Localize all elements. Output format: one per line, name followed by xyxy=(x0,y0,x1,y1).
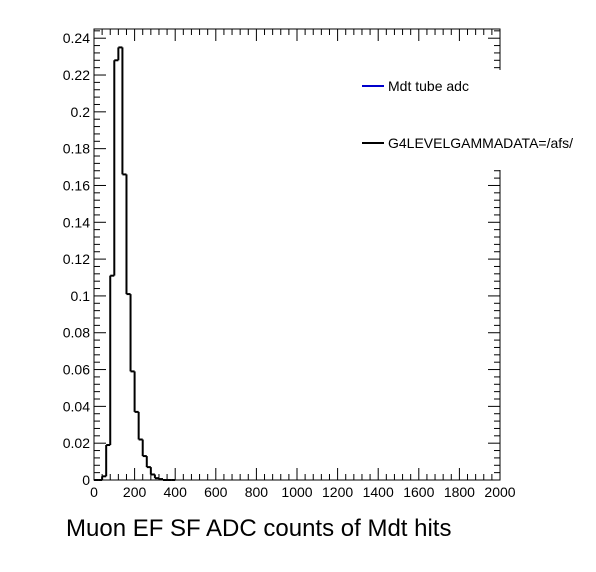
legend-label-mdt-tube-adc: Mdt tube adc xyxy=(388,78,469,94)
series-layer xyxy=(94,46,176,481)
x-tick-label: 200 xyxy=(123,484,147,500)
y-tick-label: 0.2 xyxy=(71,104,91,120)
y-tick-label: 0.22 xyxy=(63,67,90,83)
y-tick-label: 0.16 xyxy=(63,177,90,193)
x-tick-label: 0 xyxy=(90,484,98,500)
x-tick-label: 400 xyxy=(164,484,188,500)
y-axis-tick-labels: 0 0.02 0.04 0.06 0.08 0.1 0.12 0.14 0.16 0.18 0.2 0… xyxy=(63,30,90,488)
x-tick-label: 600 xyxy=(204,484,228,500)
y-tick-label: 0.24 xyxy=(63,30,90,46)
legend-box xyxy=(357,70,596,170)
y-tick-label: 0.02 xyxy=(63,435,90,451)
y-tick-label: 0.08 xyxy=(63,325,90,341)
x-tick-label: 800 xyxy=(245,484,269,500)
x-axis-label: Muon EF SF ADC counts of Mdt hits xyxy=(66,515,451,542)
x-tick-label: 1000 xyxy=(281,484,312,500)
legend: Mdt tube adc G4LEVELGAMMADATA=/afs/ xyxy=(357,70,596,170)
y-tick-label: 0.18 xyxy=(63,141,90,157)
y-tick-label: 0.14 xyxy=(63,214,90,230)
y-axis-ticks xyxy=(94,30,500,481)
legend-label-g4levelgammadata: G4LEVELGAMMADATA=/afs/ xyxy=(388,135,573,151)
y-tick-label: 0.1 xyxy=(71,288,91,304)
x-axis-tick-labels: 0 200 400 600 800 1000 1200 1400 1600 1800 2000 xyxy=(90,484,516,500)
x-axis-ticks xyxy=(93,29,501,480)
x-tick-label: 1400 xyxy=(363,484,394,500)
y-tick-label: 0 xyxy=(82,472,90,488)
y-tick-label: 0.04 xyxy=(63,398,90,414)
x-tick-label: 1600 xyxy=(403,484,434,500)
x-tick-label: 2000 xyxy=(484,484,515,500)
x-tick-label: 1200 xyxy=(322,484,353,500)
y-tick-label: 0.06 xyxy=(63,362,90,378)
y-tick-label: 0.12 xyxy=(63,251,90,267)
x-tick-label: 1800 xyxy=(444,484,475,500)
series-1 xyxy=(94,46,176,481)
